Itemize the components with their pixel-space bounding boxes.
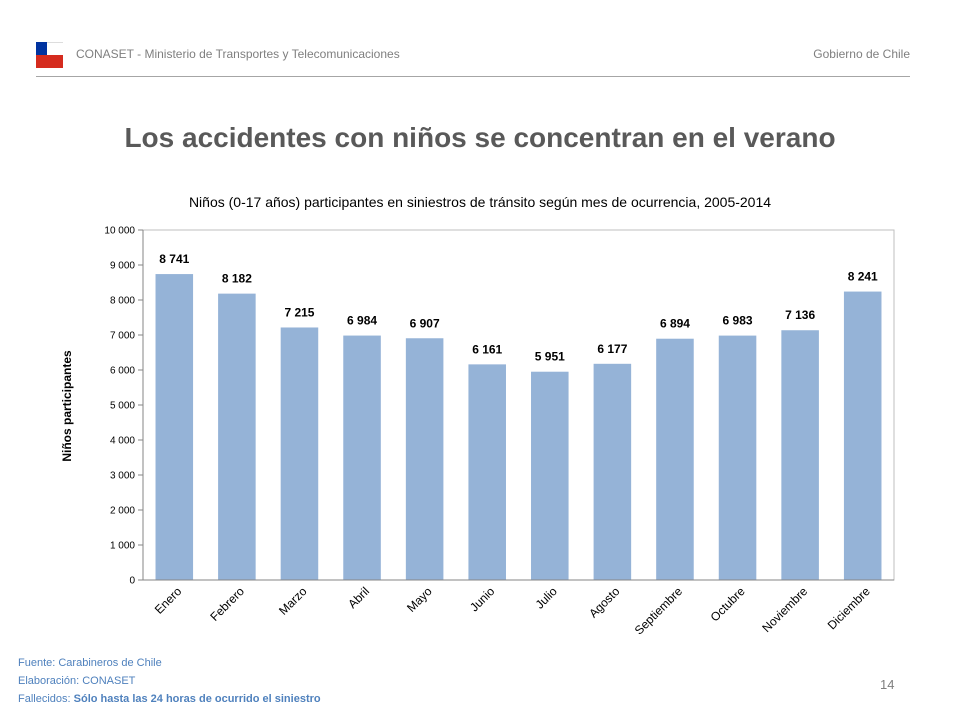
x-tick-label: Enero bbox=[152, 584, 185, 617]
y-tick-label: 2 000 bbox=[110, 506, 135, 517]
data-label: 6 984 bbox=[347, 314, 377, 328]
footer-elaboration: Elaboración: CONASET bbox=[18, 675, 136, 687]
x-tick-label: Junio bbox=[467, 584, 497, 614]
data-label: 5 951 bbox=[535, 350, 565, 364]
y-tick-label: 0 bbox=[129, 576, 135, 587]
x-tick-label: Marzo bbox=[276, 584, 310, 618]
x-tick-label: Abril bbox=[345, 584, 372, 611]
bar bbox=[718, 335, 757, 580]
slide-title: Los accidentes con niños se concentran e… bbox=[124, 122, 836, 153]
chart-title: Niños (0-17 años) participantes en sinie… bbox=[188, 194, 772, 210]
data-label: 6 983 bbox=[723, 314, 753, 328]
bar bbox=[468, 364, 506, 580]
data-label: 8 182 bbox=[222, 272, 252, 286]
x-tick-label: Octubre bbox=[708, 584, 748, 624]
bar bbox=[593, 363, 632, 580]
x-tick-label: Septiembre bbox=[632, 584, 686, 638]
bar bbox=[343, 335, 381, 580]
bar bbox=[843, 291, 882, 580]
data-label: 6 161 bbox=[472, 342, 502, 356]
bar bbox=[781, 330, 819, 580]
footer-deaths-note: Fallecidos: Sólo hasta las 24 horas de o… bbox=[18, 693, 321, 705]
page-number: 14 bbox=[880, 677, 895, 692]
bar bbox=[155, 274, 194, 580]
data-label: 7 215 bbox=[284, 305, 314, 319]
x-tick-label: Diciembre bbox=[825, 584, 873, 632]
bar bbox=[531, 371, 569, 580]
y-tick-label: 10 000 bbox=[104, 226, 135, 237]
y-tick-label: 3 000 bbox=[110, 471, 135, 482]
x-tick-label: Agosto bbox=[586, 584, 623, 621]
y-tick-label: 6 000 bbox=[110, 366, 135, 377]
data-label: 6 894 bbox=[660, 317, 690, 331]
x-tick-label: Mayo bbox=[404, 584, 435, 615]
y-tick-label: 1 000 bbox=[110, 541, 135, 552]
y-tick-label: 4 000 bbox=[110, 436, 135, 447]
footer-deaths-text: Sólo hasta las 24 horas de ocurrido el s… bbox=[73, 693, 321, 705]
bar bbox=[656, 338, 694, 580]
footer-deaths-label: Fallecidos: bbox=[18, 693, 71, 705]
x-tick-label: Julio bbox=[533, 584, 561, 612]
header-divider bbox=[36, 76, 910, 77]
y-tick-label: 9 000 bbox=[110, 261, 135, 272]
header: CONASET - Ministerio de Transportes y Te… bbox=[36, 40, 910, 76]
chile-flag-icon bbox=[36, 42, 63, 68]
y-tick-label: 8 000 bbox=[110, 296, 135, 307]
x-tick-label: Febrero bbox=[207, 584, 247, 624]
data-label: 6 907 bbox=[410, 316, 440, 330]
x-tick-label: Noviembre bbox=[759, 584, 810, 635]
government-label: Gobierno de Chile bbox=[813, 47, 910, 61]
organization-name: CONASET - Ministerio de Transportes y Te… bbox=[76, 47, 400, 61]
footer-source: Fuente: Carabineros de Chile bbox=[18, 657, 162, 669]
bar bbox=[405, 338, 444, 580]
data-label: 8 241 bbox=[848, 270, 878, 284]
y-tick-label: 5 000 bbox=[110, 401, 135, 412]
data-label: 6 177 bbox=[597, 342, 627, 356]
y-tick-label: 7 000 bbox=[110, 331, 135, 342]
bar bbox=[218, 293, 256, 580]
data-label: 7 136 bbox=[785, 308, 815, 322]
bar bbox=[280, 327, 319, 580]
data-label: 8 741 bbox=[159, 252, 189, 266]
